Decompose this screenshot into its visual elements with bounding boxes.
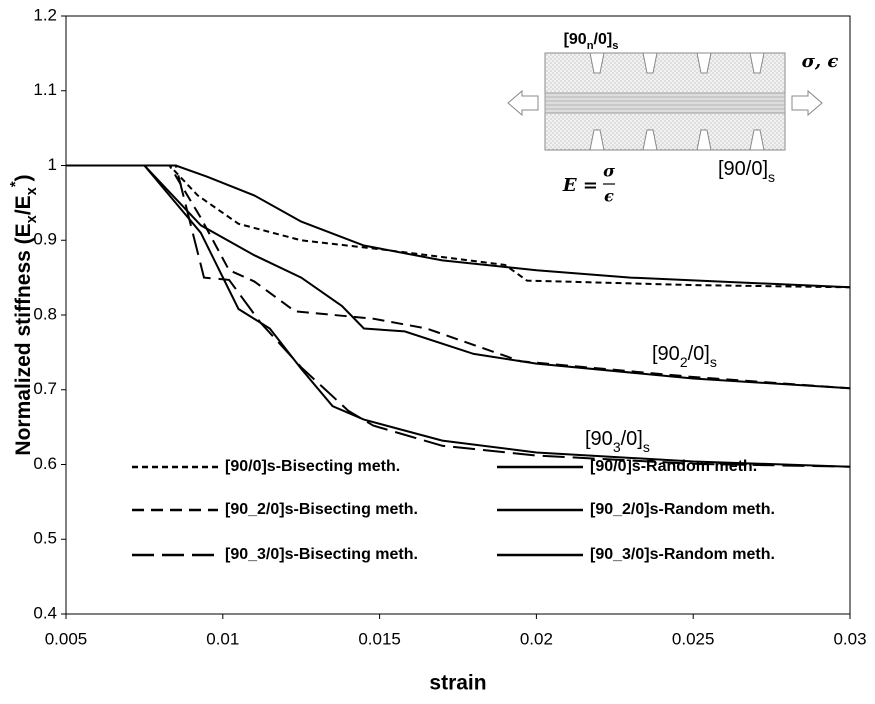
series-line bbox=[66, 164, 851, 289]
curve-annotation-part: [90/0] bbox=[718, 158, 768, 180]
curve-annotation-part: /0] bbox=[688, 343, 710, 365]
inset-formula-den: ϵ bbox=[604, 187, 614, 206]
x-tick-label: 0.01 bbox=[206, 629, 239, 648]
x-tick-label: 0.025 bbox=[672, 629, 715, 648]
series-line bbox=[66, 164, 851, 468]
y-axis-label-part: /E bbox=[12, 195, 35, 215]
legend-label: [90_2/0]s-Bisecting meth. bbox=[225, 501, 418, 518]
series-line bbox=[66, 164, 851, 289]
curve-annotation: [902/0]s bbox=[652, 343, 717, 369]
inset-diagram bbox=[507, 52, 823, 185]
inset-title: [90n/0]s bbox=[564, 31, 619, 52]
inset-title-part: [90 bbox=[564, 31, 587, 48]
curve-annotation: [90/0]s bbox=[718, 158, 775, 184]
y-tick-label: 0.9 bbox=[33, 230, 57, 249]
legend-label: [90_2/0]s-Random meth. bbox=[590, 501, 775, 518]
series-line bbox=[66, 164, 851, 390]
y-tick-label: 1.1 bbox=[33, 80, 57, 99]
curve-annotation-part: 3 bbox=[613, 439, 621, 455]
y-tick-label: 0.5 bbox=[33, 529, 57, 548]
y-tick-label: 0.6 bbox=[33, 454, 57, 473]
curve-annotation-part: s bbox=[768, 169, 775, 185]
y-axis-label: Normalized stiffness (Ex/Ex*) bbox=[8, 174, 40, 455]
curve-annotation-part: [90 bbox=[585, 428, 613, 450]
inset-formula-num: σ bbox=[603, 162, 615, 181]
curve-annotation: [903/0]s bbox=[585, 428, 650, 454]
inset-title-part: /0] bbox=[594, 31, 613, 48]
curve-annotation-part: s bbox=[710, 354, 717, 370]
legend-label: [90/0]s-Random meth. bbox=[590, 458, 757, 475]
legend-label: [90/0]s-Bisecting meth. bbox=[225, 458, 400, 475]
curve-annotation-part: s bbox=[643, 439, 650, 455]
legend-label: [90_3/0]s-Bisecting meth. bbox=[225, 546, 418, 563]
inset-load: σ, ϵ bbox=[802, 51, 839, 72]
inset-title-part: n bbox=[587, 40, 594, 52]
curve-annotation-part: /0] bbox=[621, 428, 643, 450]
y-tick-label: 1 bbox=[48, 155, 57, 174]
x-tick-label: 0.02 bbox=[520, 629, 553, 648]
x-axis-label: strain bbox=[429, 672, 486, 695]
x-tick-label: 0.03 bbox=[833, 629, 866, 648]
y-tick-label: 0.8 bbox=[33, 304, 57, 323]
y-axis-label-part: Normalized stiffness (E bbox=[12, 223, 35, 455]
x-tick-label: 0.005 bbox=[45, 629, 88, 648]
y-axis-label-part: * bbox=[8, 181, 24, 187]
legend-label: [90_3/0]s-Random meth. bbox=[590, 546, 775, 563]
y-axis-label-part: ) bbox=[12, 174, 35, 181]
inset-formula: E = bbox=[562, 175, 598, 196]
curve-annotation-part: 2 bbox=[680, 354, 688, 370]
y-tick-label: 0.4 bbox=[33, 603, 57, 622]
series-line bbox=[66, 164, 851, 468]
y-axis-label-part: x bbox=[24, 214, 40, 223]
y-tick-label: 1.2 bbox=[33, 5, 57, 24]
y-tick-label: 0.7 bbox=[33, 379, 57, 398]
inset-title-part: s bbox=[612, 40, 618, 52]
y-axis-label-part: x bbox=[24, 186, 40, 195]
curve-annotation-part: [90 bbox=[652, 343, 680, 365]
series-line bbox=[66, 164, 851, 390]
x-tick-label: 0.015 bbox=[358, 629, 401, 648]
